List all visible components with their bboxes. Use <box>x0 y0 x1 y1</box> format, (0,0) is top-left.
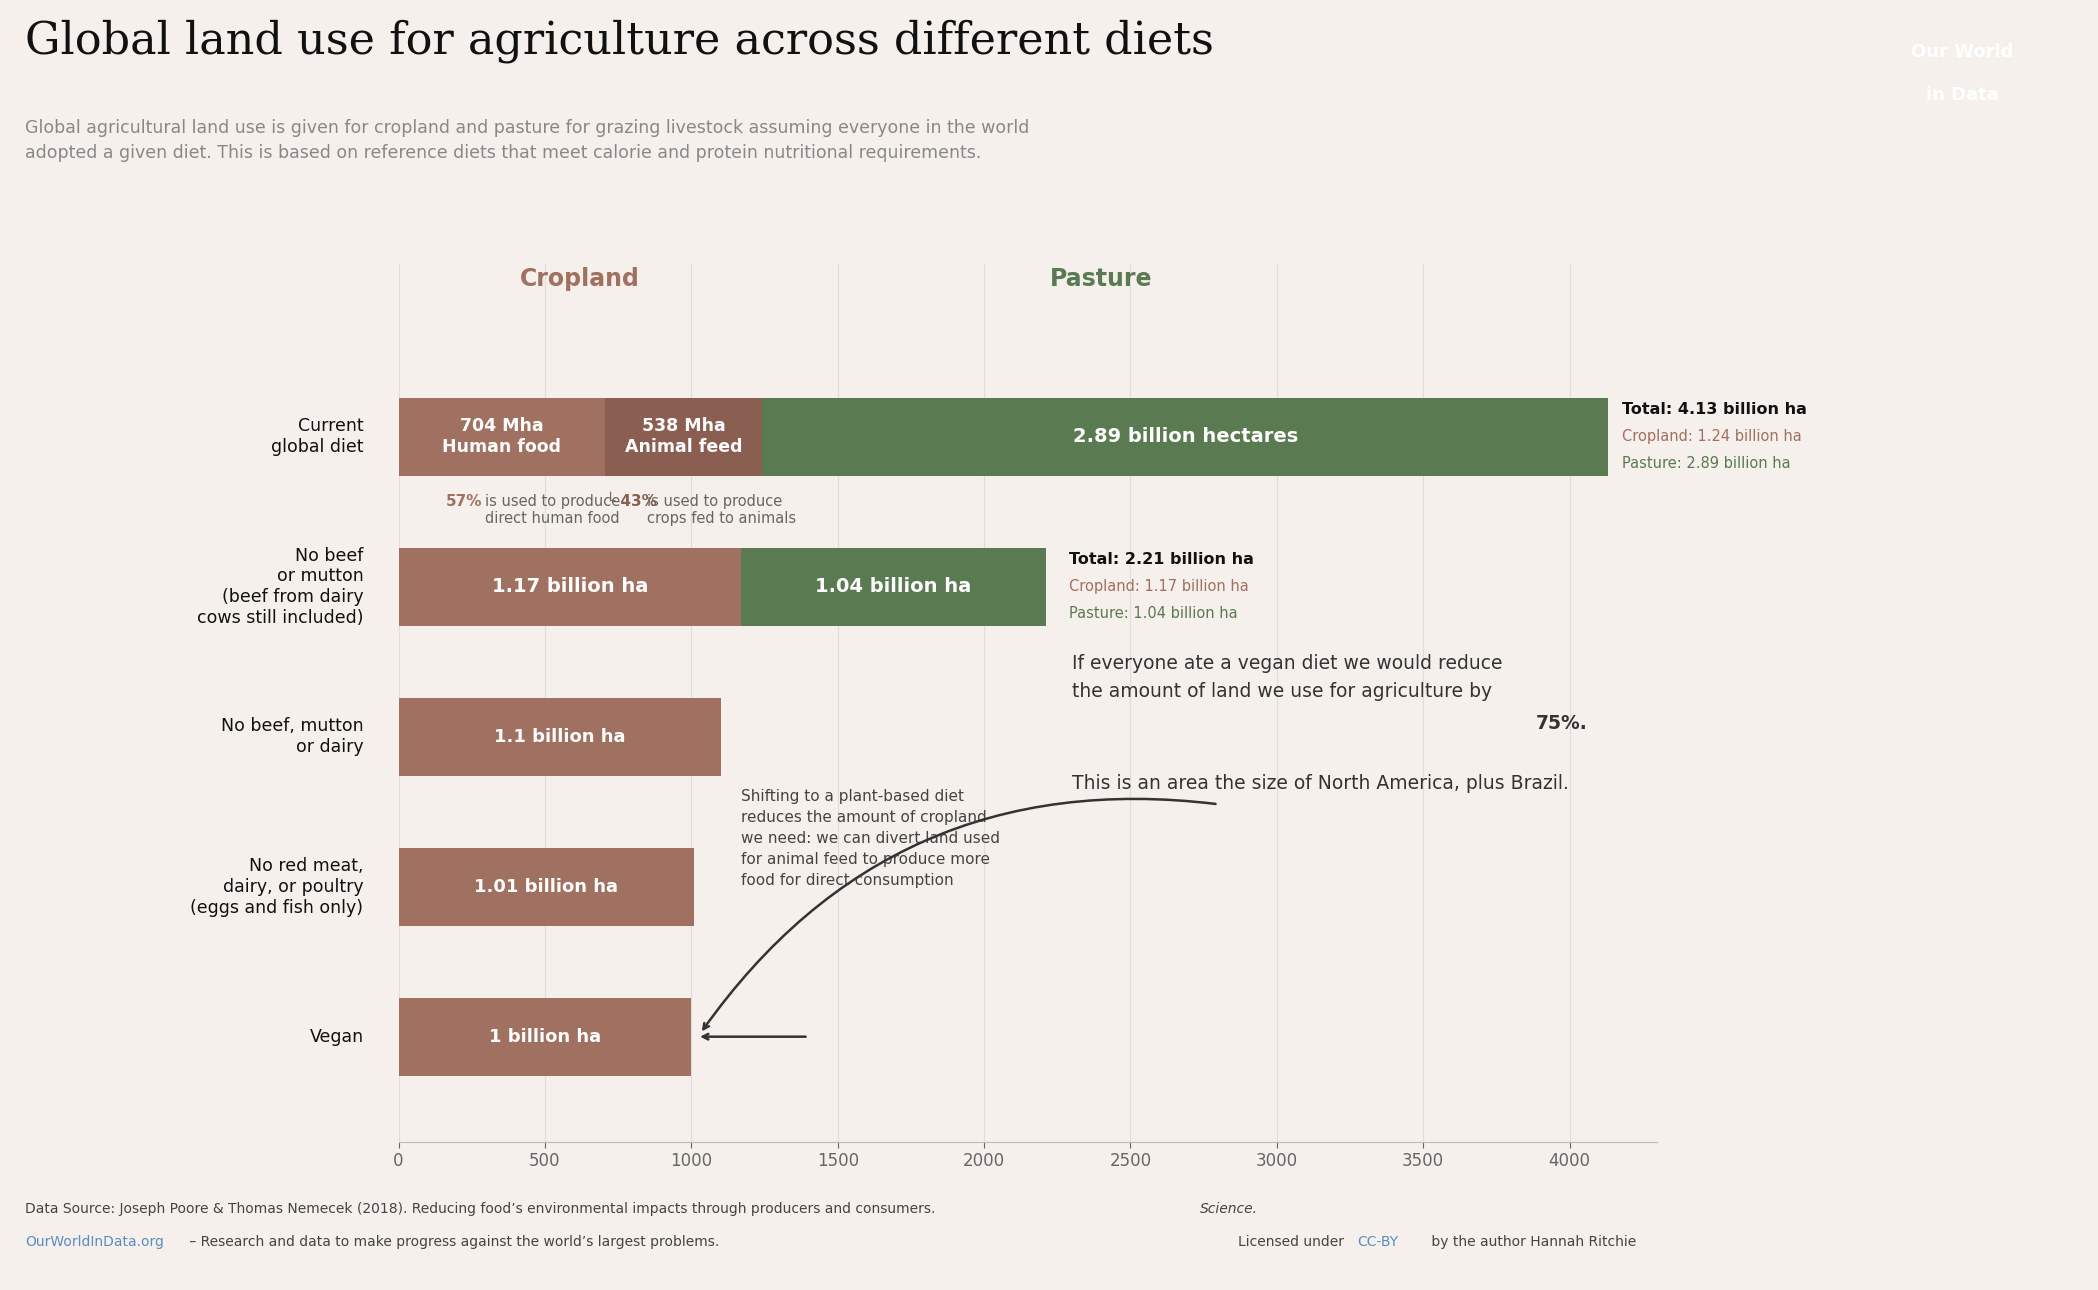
Text: OurWorldInData.org: OurWorldInData.org <box>25 1235 164 1249</box>
Text: No red meat,
dairy, or poultry
(eggs and fish only): No red meat, dairy, or poultry (eggs and… <box>191 857 363 916</box>
Text: 1 billion ha: 1 billion ha <box>489 1028 600 1046</box>
Bar <box>399 698 720 775</box>
Text: No beef
or mutton
(beef from dairy
cows still included): No beef or mutton (beef from dairy cows … <box>197 547 363 627</box>
Text: If everyone ate a vegan diet we would reduce
the amount of land we use for agric: If everyone ate a vegan diet we would re… <box>1072 654 1502 702</box>
Bar <box>399 548 741 626</box>
Text: 704 Mha
Human food: 704 Mha Human food <box>443 418 560 457</box>
Text: 1.04 billion ha: 1.04 billion ha <box>816 578 971 596</box>
Text: 2.89 billion hectares: 2.89 billion hectares <box>1072 427 1299 446</box>
Text: – Research and data to make progress against the world’s largest problems.: – Research and data to make progress aga… <box>185 1235 720 1249</box>
Bar <box>741 548 1045 626</box>
Text: Pasture: 1.04 billion ha: Pasture: 1.04 billion ha <box>1070 606 1238 622</box>
Text: 1.01 billion ha: 1.01 billion ha <box>474 877 619 895</box>
Text: Science.: Science. <box>1200 1202 1259 1216</box>
Text: 75%.: 75%. <box>1536 715 1588 733</box>
Text: Licensed under: Licensed under <box>1238 1235 1349 1249</box>
Text: Cropland: Cropland <box>520 267 640 292</box>
Text: Total: 2.21 billion ha: Total: 2.21 billion ha <box>1070 552 1255 568</box>
Text: This is an area the size of North America, plus Brazil.: This is an area the size of North Americ… <box>1072 774 1569 793</box>
Bar <box>604 397 762 476</box>
Bar <box>762 397 1609 476</box>
Text: Pasture: 2.89 billion ha: Pasture: 2.89 billion ha <box>1622 457 1792 471</box>
Text: 1.17 billion ha: 1.17 billion ha <box>491 578 648 596</box>
Text: └ 43%: └ 43% <box>606 494 657 508</box>
Text: Global agricultural land use is given for cropland and pasture for grazing lives: Global agricultural land use is given fo… <box>25 119 1030 161</box>
Text: Total: 4.13 billion ha: Total: 4.13 billion ha <box>1622 402 1806 418</box>
Bar <box>399 997 692 1076</box>
Text: is used to produce
crops fed to animals: is used to produce crops fed to animals <box>648 494 797 526</box>
Text: is used to produce
direct human food: is used to produce direct human food <box>485 494 621 526</box>
Text: Vegan: Vegan <box>308 1028 363 1046</box>
Bar <box>399 397 604 476</box>
Text: Pasture: Pasture <box>1049 267 1152 292</box>
Text: in Data: in Data <box>1926 86 1999 103</box>
Text: 57%: 57% <box>445 494 483 508</box>
Text: Cropland: 1.24 billion ha: Cropland: 1.24 billion ha <box>1622 430 1802 444</box>
Text: Data Source: Joseph Poore & Thomas Nemecek (2018). Reducing food’s environmental: Data Source: Joseph Poore & Thomas Nemec… <box>25 1202 940 1216</box>
Text: Our World: Our World <box>1911 43 2014 61</box>
Text: 1.1 billion ha: 1.1 billion ha <box>493 728 625 746</box>
Text: Shifting to a plant-based diet
reduces the amount of cropland
we need: we can di: Shifting to a plant-based diet reduces t… <box>741 789 1001 889</box>
Text: 538 Mha
Animal feed: 538 Mha Animal feed <box>625 418 743 457</box>
Text: No beef, mutton
or dairy: No beef, mutton or dairy <box>220 717 363 756</box>
Text: by the author Hannah Ritchie: by the author Hannah Ritchie <box>1427 1235 1636 1249</box>
Bar <box>399 848 694 926</box>
Text: Cropland: 1.17 billion ha: Cropland: 1.17 billion ha <box>1070 579 1248 595</box>
Text: CC-BY: CC-BY <box>1357 1235 1399 1249</box>
Text: Global land use for agriculture across different diets: Global land use for agriculture across d… <box>25 19 1215 63</box>
Text: Current
global diet: Current global diet <box>271 418 363 457</box>
